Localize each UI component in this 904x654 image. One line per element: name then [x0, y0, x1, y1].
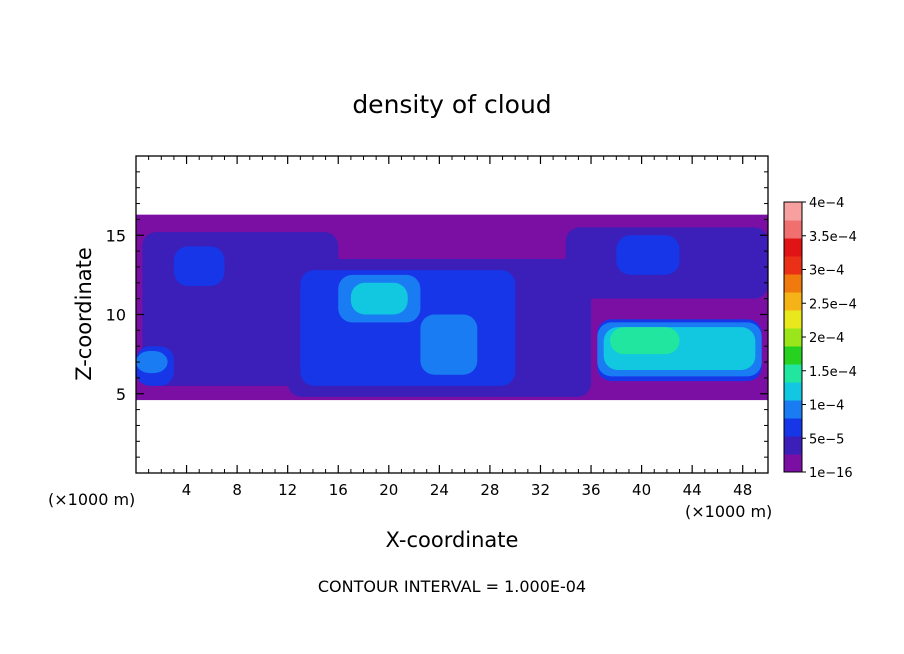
x-axis-ticks: 4 8 12 16 20 24 28 32 36 40 44 48 [148, 156, 756, 499]
y-tick-label: 5 [116, 385, 126, 404]
colorbar: 1e−16 5e−5 1e−4 1.5e−4 2e−4 2.5e−4 3e−4 3.5e−4 4… [783, 196, 857, 481]
colorbar-band [784, 274, 802, 293]
plot-area [136, 214, 768, 401]
colorbar-band [784, 364, 802, 383]
colorbar-band [784, 328, 802, 347]
colorbar-label: 2e−4 [809, 331, 844, 346]
x-tick-label: 24 [430, 481, 449, 499]
x-tick-label: 48 [733, 481, 752, 499]
colorbar-band [784, 292, 802, 311]
colorbar-band [784, 310, 802, 329]
y-tick-label: 10 [106, 306, 126, 325]
colorbar-label: 2.5e−4 [809, 297, 857, 312]
y-axis-label: Z-coordinate [72, 247, 96, 381]
colorbar-band [784, 400, 802, 419]
x-tick-label: 32 [531, 481, 550, 499]
colorbar-band [784, 418, 802, 437]
x-tick-label: 4 [182, 481, 192, 499]
field-region [173, 246, 225, 286]
x-tick-label: 36 [581, 481, 600, 499]
colorbar-band [784, 436, 802, 455]
x-tick-label: 20 [379, 481, 398, 499]
x-unit-left: (×1000 m) [48, 490, 135, 509]
colorbar-label: 3.5e−4 [809, 230, 857, 245]
x-tick-label: 16 [329, 481, 348, 499]
x-tick-label: 44 [683, 481, 702, 499]
field-region [420, 314, 478, 375]
colorbar-label: 1.5e−4 [809, 365, 857, 380]
chart-title: density of cloud [352, 90, 551, 119]
y-tick-label: 15 [106, 226, 126, 245]
colorbar-label: 1e−4 [809, 399, 844, 414]
field-region [136, 350, 168, 374]
colorbar-band [784, 202, 802, 221]
colorbar-label: 4e−4 [809, 196, 844, 211]
colorbar-label: 5e−5 [809, 432, 844, 447]
colorbar-band [784, 382, 802, 401]
colorbar-band [784, 346, 802, 365]
field-region [610, 327, 680, 355]
colorbar-band [784, 256, 802, 275]
x-tick-label: 8 [232, 481, 242, 499]
colorbar-label: 3e−4 [809, 264, 844, 279]
colorbar-band [784, 454, 802, 473]
field-region [350, 282, 408, 315]
x-tick-label: 28 [480, 481, 499, 499]
x-tick-label: 12 [278, 481, 297, 499]
field-region [616, 235, 680, 275]
contour-interval-note: CONTOUR INTERVAL = 1.000E-04 [318, 577, 586, 596]
colorbar-band [784, 238, 802, 257]
colorbar-label: 1e−16 [809, 466, 853, 481]
x-axis-label: X-coordinate [386, 528, 519, 552]
x-tick-label: 40 [632, 481, 651, 499]
colorbar-band [784, 220, 802, 239]
x-unit-right: (×1000 m) [685, 502, 772, 521]
y-axis-ticks: 5 10 15 [106, 171, 768, 458]
